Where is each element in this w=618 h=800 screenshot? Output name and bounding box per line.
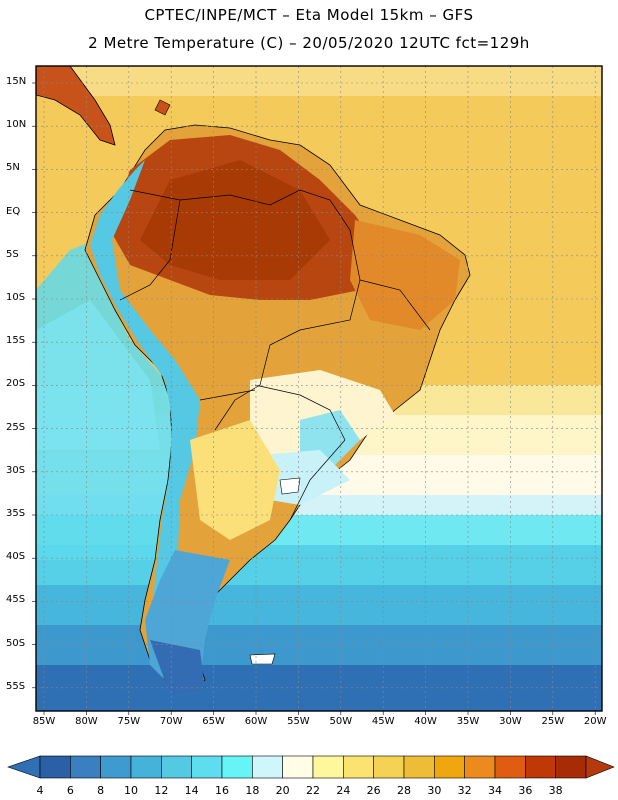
border-line <box>289 439 346 521</box>
border-line <box>359 279 431 331</box>
colorbar-high-arrow <box>585 755 615 779</box>
lat-label: 15S <box>6 335 26 347</box>
colorbar-tick-label: 4 <box>36 784 44 797</box>
colorbar-swatch <box>312 755 344 779</box>
lat-label: 30S <box>6 464 26 476</box>
border-line <box>119 199 181 301</box>
colorbar-swatch <box>161 755 192 779</box>
falkland-islands <box>249 653 276 665</box>
colorbar-swatch <box>130 755 162 779</box>
lon-label: 85W <box>32 716 56 727</box>
colorbar-swatch <box>403 755 435 779</box>
colorbar-tick-label: 38 <box>548 784 563 797</box>
lat-label: 5N <box>6 162 20 174</box>
lon-label: 50W <box>329 716 353 727</box>
ocean-band-12 <box>36 585 602 625</box>
colorbar-swatch <box>252 755 283 779</box>
tierra-del-fuego-cold <box>150 640 205 695</box>
lat-label: 40S <box>6 551 26 563</box>
colorbar-tick-label: 36 <box>518 784 533 797</box>
lagoon-dos-patos <box>279 477 301 495</box>
colorbar-tick-label: 34 <box>488 784 502 797</box>
lat-label: EQ <box>6 205 21 217</box>
lat-label: 20S <box>6 378 26 390</box>
lat-label: 45S <box>6 594 26 606</box>
colorbar-tick-label: 10 <box>124 784 138 797</box>
lon-label: 35W <box>456 716 480 727</box>
colorbar-tick-label: 6 <box>66 784 74 797</box>
colorbar-tick-label: 28 <box>397 784 411 797</box>
colorbar-swatch <box>555 755 587 779</box>
political-borders <box>119 189 431 521</box>
lon-label: 25W <box>541 716 565 727</box>
lon-label: 45W <box>371 716 395 727</box>
colorbar-swatch <box>494 755 526 779</box>
border-line <box>129 189 361 431</box>
colorbar-tick-label: 14 <box>184 784 199 797</box>
chart-title-line1: CPTEC/INPE/MCT – Eta Model 15km – GFS <box>144 6 474 24</box>
map-frame <box>35 65 603 712</box>
colorbar-tick-label: 24 <box>336 784 351 797</box>
colorbar-swatch <box>191 755 223 779</box>
border-line <box>254 384 346 441</box>
amazon-core <box>140 160 330 280</box>
lat-label: 15N <box>6 76 27 87</box>
colorbar-tick-label: 8 <box>97 784 105 797</box>
lon-label: 65W <box>202 716 225 727</box>
map-grid <box>32 66 602 715</box>
lon-label: 30W <box>499 716 522 727</box>
colorbar-swatch <box>525 755 556 779</box>
colorbar-tick-label: 26 <box>366 784 381 797</box>
lat-label: 10S <box>6 292 26 303</box>
lon-label: 80W <box>75 716 98 727</box>
colorbar-swatch <box>464 755 496 779</box>
colorbar-swatch <box>39 755 71 779</box>
chart-title-line2: 2 Metre Temperature (C) – 20/05/2020 12U… <box>88 34 530 52</box>
lon-label: 75W <box>117 716 141 727</box>
lon-label: 70W <box>159 716 183 727</box>
argentina-plains <box>190 420 280 540</box>
lat-label: 35S <box>6 508 26 519</box>
colorbar-tick-label: 12 <box>154 784 169 797</box>
lat-label: 55S <box>6 680 26 692</box>
lat-label: 25S <box>6 421 26 433</box>
island-trinidad <box>154 99 171 116</box>
lon-label: 20W <box>583 716 607 727</box>
andes-cold-strip <box>90 160 200 660</box>
lat-label: 5S <box>6 248 19 260</box>
map-fields <box>36 66 602 711</box>
ocean-band-10 <box>36 625 602 665</box>
colorbar-tick-label: 32 <box>457 784 472 797</box>
colorbar-tick-label: 30 <box>427 784 442 797</box>
colorbar-swatch <box>343 755 374 779</box>
lat-label: 10N <box>6 119 27 131</box>
colorbar-swatch <box>373 755 405 779</box>
colorbar-swatch <box>100 755 132 779</box>
lon-label: 60W <box>244 716 268 727</box>
lat-label: 50S <box>6 637 26 649</box>
lon-label: 40W <box>414 716 437 727</box>
colorbar-swatch <box>434 755 465 779</box>
colorbar-swatch <box>221 755 253 779</box>
border-line <box>199 389 256 401</box>
colorbar-tick-label: 20 <box>275 784 290 797</box>
colorbar-tick-label: 18 <box>245 784 260 797</box>
colorbar-tick-label: 16 <box>215 784 229 797</box>
colorbar <box>7 755 615 779</box>
colorbar-low-arrow <box>7 755 41 779</box>
colorbar-swatch <box>70 755 101 779</box>
northeast-brazil <box>350 220 460 330</box>
ocean-north-band <box>36 66 602 96</box>
colorbar-swatch <box>282 755 314 779</box>
lon-label: 55W <box>287 716 310 727</box>
colorbar-tick-label: 22 <box>306 784 320 797</box>
